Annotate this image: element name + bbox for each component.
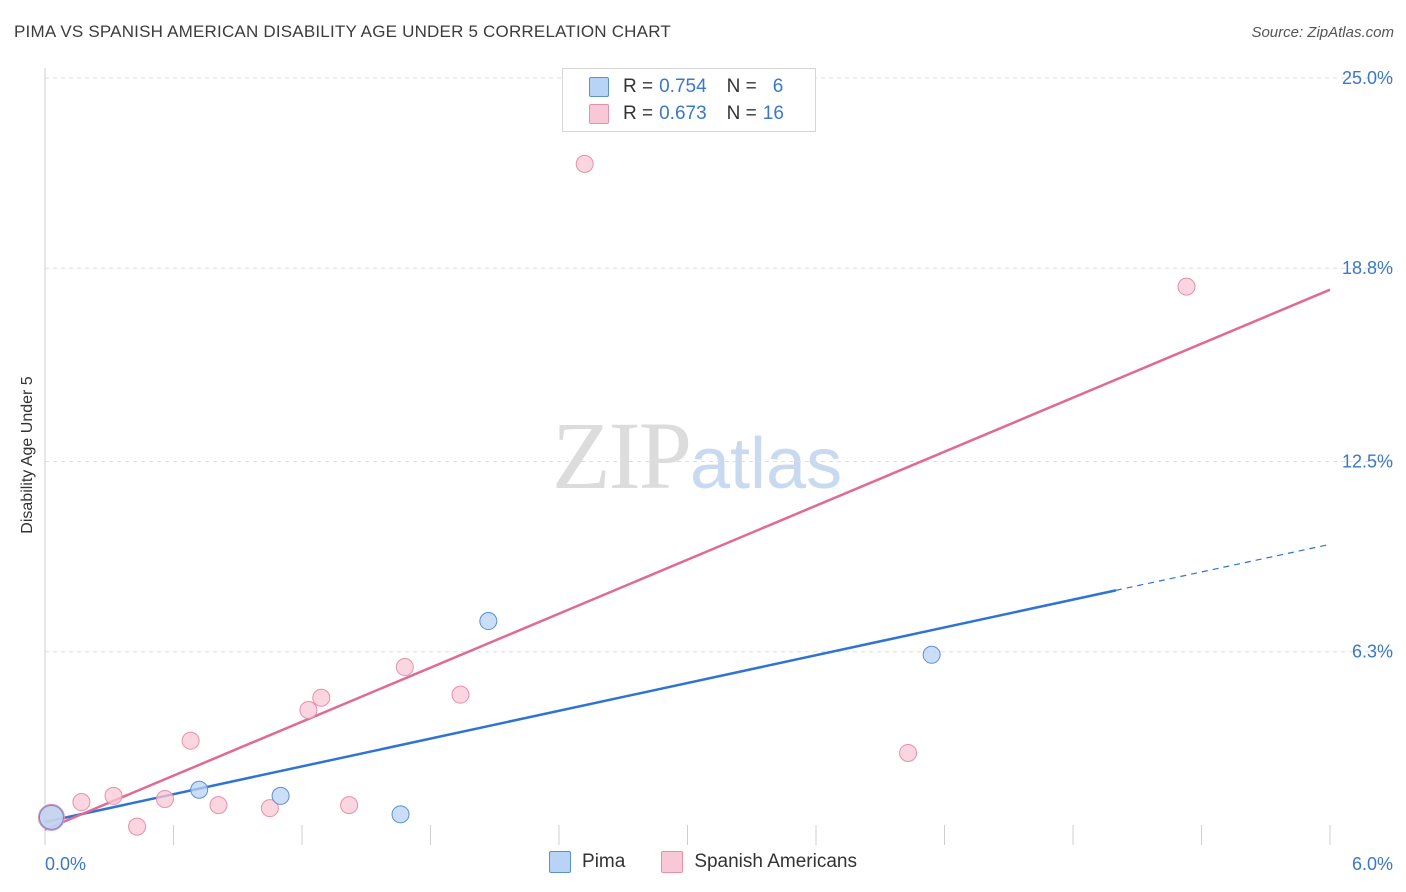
pima-trend-line xyxy=(44,589,1117,824)
spanish-point xyxy=(395,658,414,677)
legend-swatch-pima xyxy=(589,77,609,97)
spanish-point xyxy=(899,743,918,762)
legend-r-label: R = xyxy=(623,103,654,124)
chart-title: PIMA VS SPANISH AMERICAN DISABILITY AGE … xyxy=(14,22,671,41)
spanish-point xyxy=(104,786,123,805)
legend-r-value: 0.754 xyxy=(659,76,707,97)
spanish-point xyxy=(575,154,594,173)
spanish-point xyxy=(451,685,470,704)
spanish-point xyxy=(128,817,147,836)
pima-trend-extension xyxy=(1115,543,1331,591)
series-legend: Pima Spanish Americans xyxy=(0,851,1406,873)
legend-row-pima: R = 0.754 N = 6 xyxy=(589,75,783,99)
pima-point xyxy=(271,786,290,805)
legend-n-value: 16 xyxy=(762,103,784,124)
legend-label-pima: Pima xyxy=(582,851,626,872)
stats-legend: R = 0.754 N = 6 R = 0.673 N = 16 xyxy=(562,68,816,132)
legend-n-label: N = xyxy=(726,76,757,97)
legend-swatch-pima xyxy=(549,851,572,873)
legend-r-value: 0.673 xyxy=(659,103,707,124)
pima-point xyxy=(479,612,498,631)
legend-r-label: R = xyxy=(623,76,654,97)
spanish-point xyxy=(181,731,200,750)
legend-n-value: 6 xyxy=(772,76,784,97)
pima-point xyxy=(391,805,410,824)
pima-point xyxy=(38,804,64,830)
pima-point xyxy=(922,645,941,664)
y-tick-label: 25.0% xyxy=(1342,68,1393,88)
legend-label-spanish: Spanish Americans xyxy=(694,851,857,872)
spanish-point xyxy=(72,793,91,812)
spanish-point xyxy=(209,796,228,815)
legend-row-spanish: R = 0.673 N = 16 xyxy=(589,102,784,126)
pima-point xyxy=(190,780,209,799)
spanish-point xyxy=(299,701,318,720)
spanish-point xyxy=(1177,277,1196,296)
y-tick-label: 18.8% xyxy=(1342,258,1393,278)
y-tick-label: 12.5% xyxy=(1342,452,1393,472)
watermark: ZIPatlas xyxy=(552,402,843,509)
y-tick-label: 6.3% xyxy=(1352,642,1393,662)
spanish-point xyxy=(340,796,359,815)
spanish-trend-line xyxy=(44,288,1331,831)
legend-item-pima: Pima xyxy=(549,851,625,873)
legend-n-label: N = xyxy=(726,103,757,124)
x-tick-label: 6.0% xyxy=(1352,854,1393,874)
legend-swatch-spanish xyxy=(589,104,609,124)
spanish-point xyxy=(260,799,279,818)
legend-swatch-spanish xyxy=(661,851,684,873)
spanish-point xyxy=(312,688,331,707)
spanish-point xyxy=(155,789,174,808)
source-label: Source: ZipAtlas.com xyxy=(1251,24,1394,41)
x-tick-label: 0.0% xyxy=(45,854,86,874)
legend-item-spanish: Spanish Americans xyxy=(661,851,857,873)
